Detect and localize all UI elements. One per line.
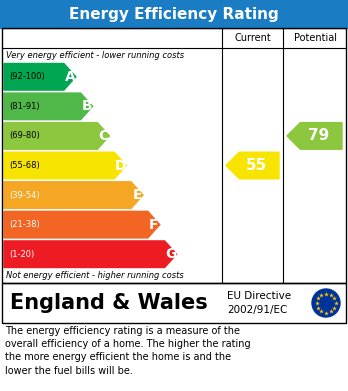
Polygon shape	[4, 93, 93, 120]
Polygon shape	[4, 152, 126, 179]
Text: B: B	[81, 99, 92, 113]
Text: E: E	[132, 188, 142, 202]
Text: D: D	[114, 158, 126, 172]
Text: (81-91): (81-91)	[9, 102, 40, 111]
Polygon shape	[4, 63, 76, 90]
Text: G: G	[165, 247, 176, 261]
Polygon shape	[4, 241, 176, 267]
Text: Very energy efficient - lower running costs: Very energy efficient - lower running co…	[6, 50, 184, 59]
Text: EU Directive
2002/91/EC: EU Directive 2002/91/EC	[227, 291, 291, 315]
Text: (92-100): (92-100)	[9, 72, 45, 81]
Text: C: C	[98, 129, 109, 143]
Text: (21-38): (21-38)	[9, 220, 40, 229]
Text: (55-68): (55-68)	[9, 161, 40, 170]
Polygon shape	[226, 152, 279, 179]
Text: Energy Efficiency Rating: Energy Efficiency Rating	[69, 7, 279, 22]
Text: Potential: Potential	[294, 33, 337, 43]
Text: (1-20): (1-20)	[9, 250, 34, 259]
Polygon shape	[4, 123, 109, 149]
Circle shape	[312, 289, 340, 317]
Text: (69-80): (69-80)	[9, 131, 40, 140]
Text: F: F	[149, 218, 159, 231]
Text: The energy efficiency rating is a measure of the
overall efficiency of a home. T: The energy efficiency rating is a measur…	[5, 326, 251, 376]
Text: Current: Current	[234, 33, 271, 43]
Bar	[0, 0, 348, 28]
Text: (39-54): (39-54)	[9, 190, 40, 199]
Polygon shape	[287, 123, 342, 149]
Polygon shape	[4, 212, 160, 238]
Bar	[2, 28, 346, 283]
Text: England & Wales: England & Wales	[10, 293, 208, 313]
Polygon shape	[4, 182, 143, 208]
Text: A: A	[64, 70, 75, 84]
Text: 55: 55	[246, 158, 267, 173]
Text: 79: 79	[308, 128, 329, 143]
Text: Not energy efficient - higher running costs: Not energy efficient - higher running co…	[6, 271, 184, 280]
Bar	[2, 283, 346, 323]
